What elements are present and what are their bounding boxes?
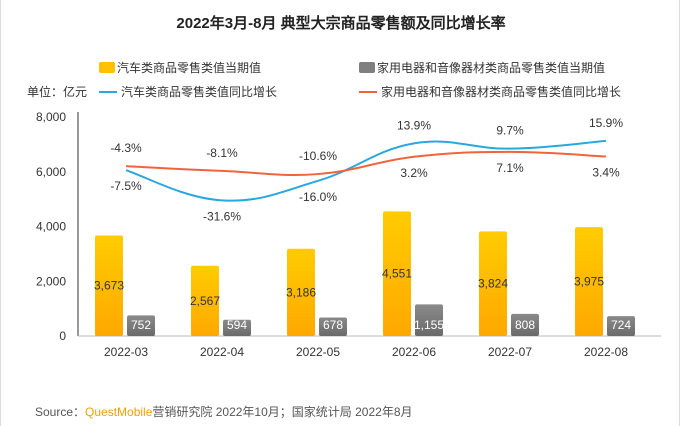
bar-car: [95, 235, 123, 336]
bar-appliance: [127, 315, 155, 336]
bar-car: [287, 248, 315, 336]
x-tick-label: 2022-05: [296, 345, 340, 359]
legend-swatch: [99, 62, 115, 73]
bar-appliance: [607, 316, 635, 336]
bar-car: [191, 265, 219, 336]
bar-value-label: 4,551: [382, 267, 412, 281]
source-prefix: Source：: [35, 405, 86, 419]
legend-label: 家用电器和音像器材类商品零售类值同比增长: [381, 85, 622, 99]
source-brand: QuestMobile: [85, 405, 153, 419]
chart-title: 2022年3月-8月 典型大宗商品零售额及同比增长率: [176, 15, 506, 32]
legend-swatch: [359, 62, 375, 73]
y-tick-label: 0: [59, 329, 66, 343]
bar-value-label: 678: [323, 318, 343, 332]
y-tick-label: 6,000: [36, 165, 66, 179]
line-value-label: 3.2%: [400, 166, 428, 180]
source-text: 营销研究院 2022年10月；国家统计局 2022年8月: [152, 405, 413, 419]
bar-value-label: 594: [227, 318, 247, 332]
bar-value-label: 2,567: [190, 294, 220, 308]
legend-line-appliance: 家用电器和音像器材类商品零售类值同比增长: [359, 83, 621, 100]
legend-label: 汽车类商品零售类值当期值: [117, 61, 262, 75]
legend-label: 家用电器和音像器材类商品零售类值当期值: [377, 61, 606, 75]
line-value-label: -4.3%: [110, 141, 142, 155]
line-value-label: 15.9%: [589, 116, 623, 130]
y-tick-label: 4,000: [36, 220, 66, 234]
line-value-label: -31.6%: [203, 209, 241, 223]
bar-value-label: 3,673: [94, 279, 124, 293]
legend-line-car: 汽车类商品零售类值同比增长: [99, 83, 277, 100]
legend-line: [359, 90, 377, 93]
legend-line: [99, 90, 117, 93]
source-note: Source：QuestMobile营销研究院 2022年10月；国家统计局 2…: [35, 403, 413, 420]
bar-value-label: 808: [515, 318, 535, 332]
y-tick-label: 8,000: [36, 110, 66, 124]
x-tick-label: 2022-08: [584, 345, 628, 359]
bar-car: [575, 227, 603, 336]
line-value-label: -8.1%: [206, 146, 238, 160]
bar-value-label: 752: [131, 318, 151, 332]
line-value-label: -16.0%: [299, 190, 337, 204]
unit-label: 单位：亿元: [27, 85, 88, 99]
bar-appliance: [223, 319, 251, 336]
line-value-label: -7.5%: [110, 179, 142, 193]
bar-car: [479, 231, 507, 336]
bar-appliance: [511, 313, 539, 336]
legend-label: 汽车类商品零售类值同比增长: [121, 85, 278, 99]
line-value-label: 9.7%: [496, 124, 524, 138]
bar-appliance: [415, 304, 443, 336]
line-value-label: 7.1%: [496, 161, 524, 175]
line-value-label: 13.9%: [397, 118, 431, 132]
y-tick-label: 2,000: [36, 274, 66, 288]
bar-value-label: 3,186: [286, 285, 316, 299]
bar-value-label: 1,155: [414, 318, 444, 332]
bar-value-label: 3,824: [478, 277, 508, 291]
line-car: [125, 139, 607, 202]
legend-bar-car: 汽车类商品零售类值当期值: [99, 59, 261, 76]
line-value-label: 3.4%: [592, 166, 620, 180]
x-tick-label: 2022-07: [488, 345, 532, 359]
bar-car: [383, 211, 411, 336]
x-tick-label: 2022-06: [392, 345, 436, 359]
line-appliance: [125, 150, 607, 176]
bar-value-label: 3,975: [574, 275, 604, 289]
x-tick-label: 2022-03: [104, 345, 148, 359]
legend-bar-appliance: 家用电器和音像器材类商品零售类值当期值: [359, 59, 605, 76]
bar-appliance: [319, 317, 347, 336]
x-tick-label: 2022-04: [200, 345, 244, 359]
line-value-label: -10.6%: [299, 149, 337, 163]
bar-value-label: 724: [611, 318, 631, 332]
